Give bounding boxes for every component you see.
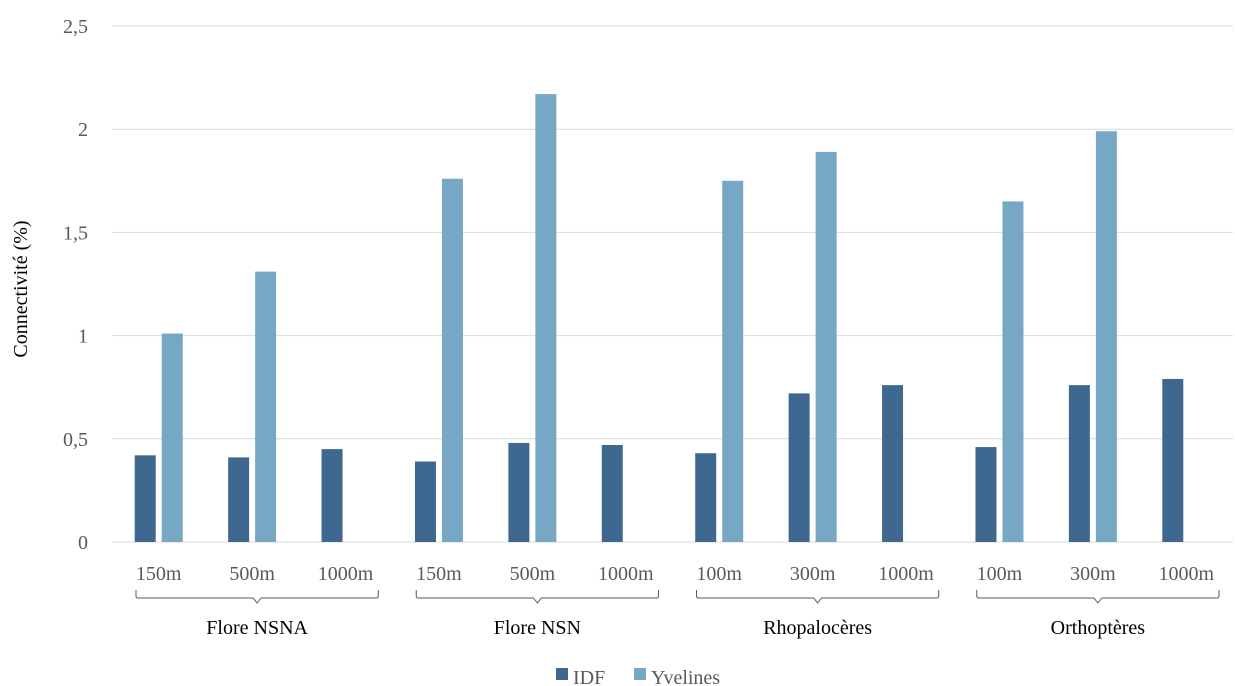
x-tick-label: 300m [790, 563, 836, 585]
x-tick-label: 1000m [1159, 563, 1215, 585]
x-tick-label: 1000m [878, 563, 934, 585]
gridlines [112, 25, 1233, 543]
bar-idf [414, 461, 436, 542]
y-axis-ticks: 0 0,5 1 1,5 2 2,5 [63, 16, 88, 554]
x-tick-label: 100m [977, 563, 1023, 585]
legend-swatch-yvelines [634, 668, 646, 680]
bar-idf [508, 442, 530, 542]
bar-idf [975, 447, 997, 542]
bar-idf [228, 457, 250, 542]
legend-label-yvelines: Yvelines [651, 667, 720, 686]
y-axis-label: Connectivité (%) [10, 220, 32, 357]
group-bracket [415, 590, 659, 604]
y-tick-label: 0 [78, 532, 88, 554]
group-labels: Flore NSNA Flore NSN Rhopalocères Orthoptèr… [135, 590, 1220, 639]
y-tick-label: 1 [78, 326, 88, 348]
bar-idf [788, 393, 810, 542]
x-tick-label: 300m [1070, 563, 1116, 585]
legend: IDF Yvelines [556, 667, 720, 686]
bar-yvelines [161, 333, 183, 542]
bar-idf [882, 385, 904, 542]
bar-idf [134, 455, 156, 542]
y-tick-label: 0,5 [63, 429, 88, 451]
y-tick-label: 1,5 [63, 222, 88, 244]
x-tick-label: 1000m [598, 563, 654, 585]
bar-idf [601, 444, 623, 542]
bar-yvelines [1095, 131, 1117, 543]
legend-label-idf: IDF [573, 667, 605, 686]
group-bracket [135, 590, 379, 604]
bar-yvelines [255, 271, 277, 542]
bar-idf [1068, 385, 1090, 542]
group-label: Rhopalocères [763, 617, 872, 639]
x-tick-label: 1000m [318, 563, 374, 585]
legend-swatch-idf [556, 668, 568, 680]
bar-yvelines [441, 178, 463, 542]
group-bracket [696, 590, 940, 604]
bar-idf [321, 449, 343, 542]
bars [134, 94, 1184, 543]
y-tick-label: 2 [78, 119, 88, 141]
group-label: Flore NSNA [206, 617, 308, 639]
bar-idf [1162, 378, 1184, 542]
x-tick-label: 500m [510, 563, 556, 585]
x-tick-label: 500m [229, 563, 275, 585]
category-labels: 150m 500m 1000m 150m 500m 1000m 100m 300m 1000m 1… [136, 563, 1215, 585]
bar-yvelines [815, 151, 837, 543]
x-tick-label: 150m [136, 563, 182, 585]
bar-yvelines [1002, 201, 1024, 542]
y-tick-label: 2,5 [63, 16, 88, 38]
bar-idf [695, 453, 717, 542]
group-bracket [976, 590, 1220, 604]
bar-yvelines [722, 180, 744, 543]
group-label: Flore NSN [494, 617, 581, 639]
x-tick-label: 100m [696, 563, 742, 585]
group-label: Orthoptères [1051, 617, 1146, 639]
x-tick-label: 150m [416, 563, 462, 585]
bar-yvelines [535, 94, 557, 542]
